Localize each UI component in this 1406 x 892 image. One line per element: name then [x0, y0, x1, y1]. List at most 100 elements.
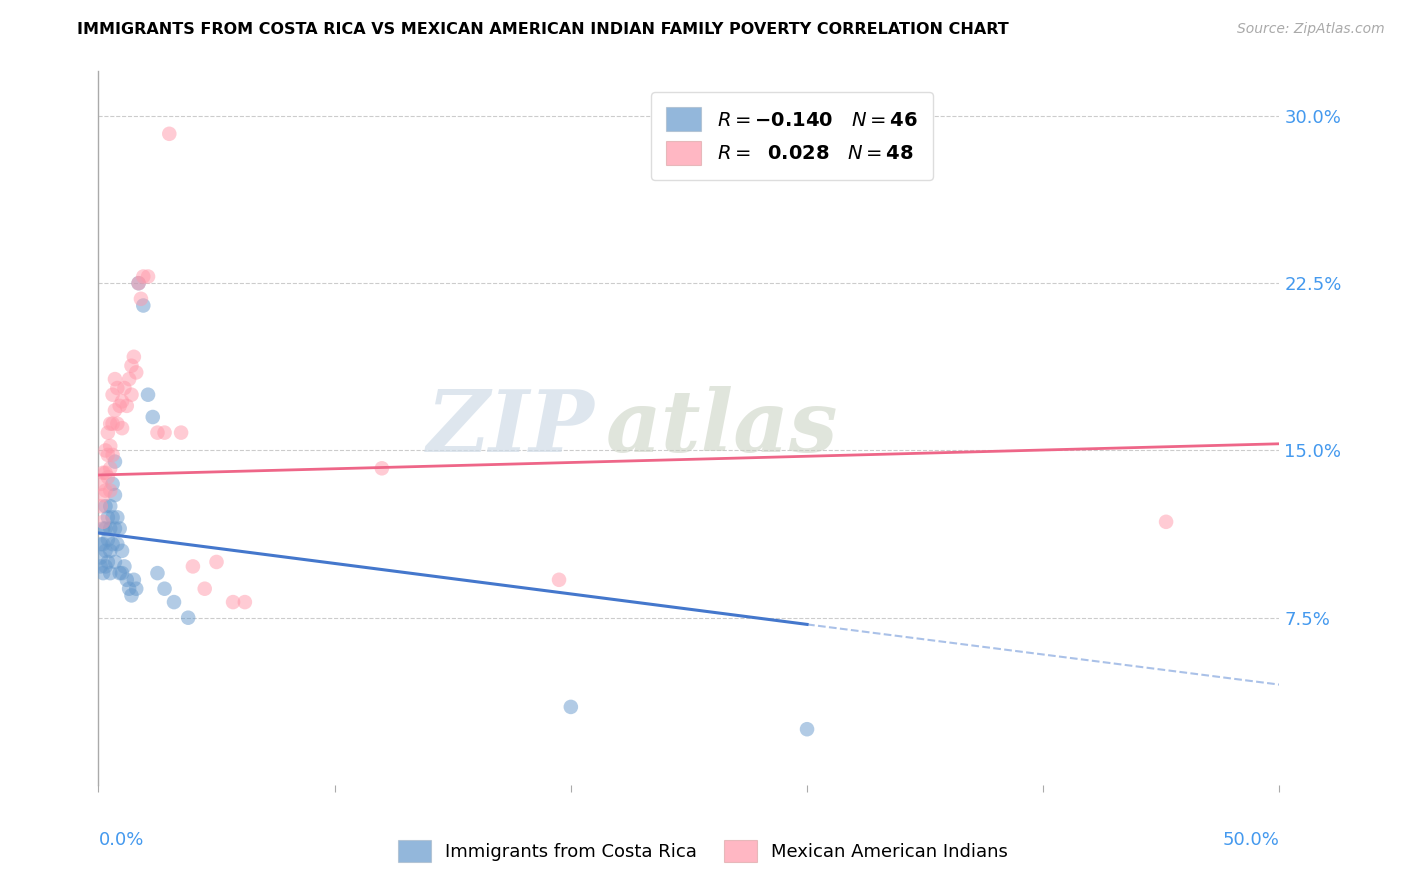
Legend: Immigrants from Costa Rica, Mexican American Indians: Immigrants from Costa Rica, Mexican Amer… — [391, 833, 1015, 870]
Point — [128, 277, 150, 291]
Point — [91, 566, 114, 581]
Point — [90, 537, 112, 551]
Point — [125, 582, 148, 596]
Point — [111, 421, 134, 435]
Point — [129, 292, 152, 306]
Point — [177, 611, 200, 625]
Point — [104, 455, 127, 469]
Point — [115, 573, 138, 587]
Text: 0.0%: 0.0% — [98, 831, 143, 849]
Point — [91, 488, 114, 502]
Point — [132, 298, 155, 313]
Point — [98, 566, 121, 581]
Point — [91, 515, 114, 529]
Point — [112, 559, 135, 574]
Point — [121, 387, 143, 401]
Point — [94, 521, 117, 535]
Point — [104, 521, 127, 535]
Point — [91, 537, 114, 551]
Point — [90, 500, 112, 514]
Point — [101, 476, 124, 491]
Point — [97, 510, 120, 524]
Point — [136, 387, 159, 401]
Text: Source: ZipAtlas.com: Source: ZipAtlas.com — [1237, 22, 1385, 37]
Point — [1154, 515, 1177, 529]
Point — [108, 566, 131, 581]
Point — [104, 555, 127, 569]
Point — [101, 510, 124, 524]
Point — [194, 582, 217, 596]
Point — [101, 417, 124, 431]
Point — [94, 559, 117, 574]
Point — [105, 417, 128, 431]
Point — [146, 425, 169, 440]
Point — [122, 350, 145, 364]
Point — [104, 372, 127, 386]
Point — [104, 488, 127, 502]
Point — [153, 582, 176, 596]
Point — [118, 582, 141, 596]
Point — [97, 555, 120, 569]
Text: ZIP: ZIP — [426, 386, 595, 470]
Point — [105, 381, 128, 395]
Point — [98, 417, 121, 431]
Point — [112, 381, 135, 395]
Point — [153, 425, 176, 440]
Point — [548, 573, 571, 587]
Point — [98, 544, 121, 558]
Point — [90, 550, 112, 565]
Point — [796, 723, 818, 737]
Point — [118, 372, 141, 386]
Point — [97, 470, 120, 484]
Point — [98, 483, 121, 498]
Point — [94, 483, 117, 498]
Point — [136, 269, 159, 284]
Point — [101, 537, 124, 551]
Point — [146, 566, 169, 581]
Point — [125, 366, 148, 380]
Point — [105, 537, 128, 551]
Point — [104, 403, 127, 417]
Point — [111, 544, 134, 558]
Point — [98, 439, 121, 453]
Text: atlas: atlas — [606, 386, 839, 470]
Point — [90, 559, 112, 574]
Point — [181, 559, 204, 574]
Point — [163, 595, 186, 609]
Point — [121, 589, 143, 603]
Point — [98, 461, 121, 475]
Point — [91, 521, 114, 535]
Point — [111, 566, 134, 581]
Point — [101, 448, 124, 462]
Legend: $R = \mathbf{-0.140}$   $N = \mathbf{46}$, $R = \ \ \mathbf{0.028}$   $N = \math: $R = \mathbf{-0.140}$ $N = \mathbf{46}$,… — [651, 92, 934, 180]
Point — [91, 466, 114, 480]
Point — [142, 410, 165, 425]
Point — [233, 595, 256, 609]
Point — [94, 466, 117, 480]
Point — [94, 500, 117, 514]
Text: 50.0%: 50.0% — [1223, 831, 1279, 849]
Point — [94, 544, 117, 558]
Point — [157, 127, 180, 141]
Point — [222, 595, 245, 609]
Point — [98, 500, 121, 514]
Point — [128, 277, 150, 291]
Point — [560, 699, 582, 714]
Point — [97, 533, 120, 547]
Point — [122, 573, 145, 587]
Point — [105, 510, 128, 524]
Point — [115, 399, 138, 413]
Point — [97, 448, 120, 462]
Point — [111, 394, 134, 409]
Point — [108, 521, 131, 535]
Point — [94, 443, 117, 458]
Point — [170, 425, 193, 440]
Point — [108, 399, 131, 413]
Point — [371, 461, 394, 475]
Point — [205, 555, 228, 569]
Point — [97, 425, 120, 440]
Point — [101, 387, 124, 401]
Text: IMMIGRANTS FROM COSTA RICA VS MEXICAN AMERICAN INDIAN FAMILY POVERTY CORRELATION: IMMIGRANTS FROM COSTA RICA VS MEXICAN AM… — [77, 22, 1010, 37]
Point — [132, 269, 155, 284]
Point — [98, 521, 121, 535]
